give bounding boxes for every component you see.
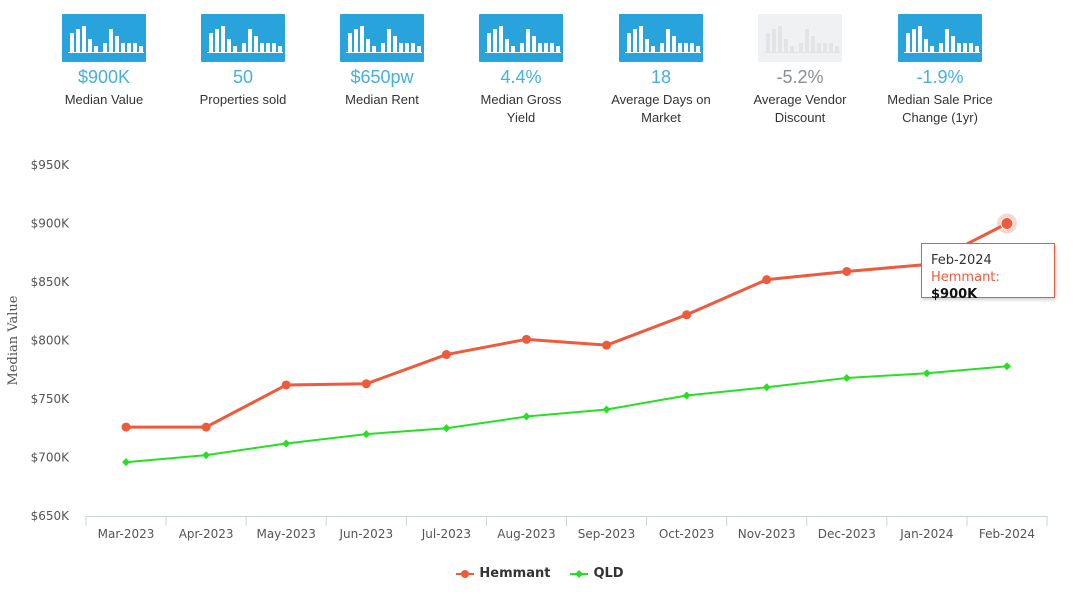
stat-6[interactable]: -1.9% Median Sale Price Change (1yr): [870, 14, 1010, 127]
stat-tile[interactable]: [619, 14, 703, 62]
x-tick-label: Dec-2023: [818, 527, 876, 541]
bar-chart-icon: [485, 26, 561, 53]
data-point[interactable]: [682, 310, 692, 320]
data-point[interactable]: [202, 451, 211, 460]
stat-3[interactable]: 4.4% Median Gross Yield: [451, 14, 591, 127]
data-point[interactable]: [1000, 217, 1014, 230]
legend-marker-icon: [570, 569, 589, 578]
y-axis-title: Median Value: [6, 295, 21, 385]
data-point[interactable]: [922, 369, 931, 378]
y-tick-label: $650K: [31, 509, 71, 523]
x-tick-label: Aug-2023: [497, 527, 555, 541]
data-point[interactable]: [122, 458, 131, 467]
legend-label: QLD: [593, 566, 624, 581]
stat-4[interactable]: 18 Average Days on Market: [591, 14, 731, 127]
stats-bar: $900K Median Value 50 Properties sold $650pw…: [0, 0, 1080, 130]
chart-tooltip: Feb-2024 Hemmant: $900K: [921, 243, 1055, 302]
data-point[interactable]: [521, 334, 531, 344]
data-point[interactable]: [602, 340, 612, 350]
legend-label: Hemmant: [479, 566, 551, 581]
chart-legend: Hemmant QLD: [0, 566, 1080, 584]
line-chart: $650K $700K $750K $800K $850K $900K $950K Media…: [6, 158, 1048, 541]
data-point[interactable]: [682, 391, 691, 400]
y-tick-label: $750K: [31, 392, 71, 406]
bar-chart-icon: [346, 26, 422, 53]
x-tick-label: Jun-2023: [338, 527, 393, 541]
data-point[interactable]: [762, 275, 772, 285]
data-point[interactable]: [522, 412, 531, 421]
x-tick-label: Oct-2023: [659, 527, 715, 541]
legend-marker-icon: [456, 569, 475, 578]
data-point[interactable]: [762, 383, 771, 392]
x-tick-label: Mar-2023: [98, 527, 155, 541]
stat-tile[interactable]: [758, 14, 842, 62]
data-point[interactable]: [282, 439, 291, 448]
bar-chart-icon: [764, 26, 840, 53]
stat-value: $900K: [77, 67, 131, 87]
y-tick-label: $700K: [31, 451, 71, 465]
tooltip-series-name: Hemmant: [931, 270, 996, 285]
y-tick-label: $950K: [31, 158, 71, 172]
data-point[interactable]: [441, 350, 451, 360]
stat-tile[interactable]: [898, 14, 982, 62]
stat-value: 50: [232, 67, 254, 87]
data-point[interactable]: [1002, 362, 1011, 371]
bar-chart-icon: [68, 26, 144, 53]
x-tick-label: Apr-2023: [179, 527, 234, 541]
series-line-hemmant: [126, 222, 1008, 429]
stat-value: -1.9%: [916, 67, 964, 87]
stat-label: Median Sale Price Change (1yr): [887, 92, 993, 125]
x-tick-label: Feb-2024: [979, 527, 1035, 541]
x-tick-label: Jan-2024: [899, 527, 953, 541]
data-point[interactable]: [281, 380, 291, 390]
data-point[interactable]: [361, 379, 371, 389]
stat-value: 4.4%: [500, 67, 542, 87]
data-point[interactable]: [842, 373, 851, 382]
y-tick-label: $800K: [31, 334, 71, 348]
data-point[interactable]: [201, 422, 211, 432]
stat-label: Median Gross Yield: [480, 92, 562, 125]
stat-0[interactable]: $900K Median Value: [34, 14, 174, 109]
data-point[interactable]: [602, 405, 611, 414]
legend-item-qld[interactable]: QLD: [570, 566, 624, 581]
stat-tile[interactable]: [340, 14, 424, 62]
data-point[interactable]: [842, 266, 852, 276]
data-point[interactable]: [442, 424, 451, 433]
tooltip-date: Feb-2024: [931, 253, 992, 268]
stat-tile[interactable]: [201, 14, 285, 62]
x-tick-label: Sep-2023: [578, 527, 636, 541]
x-tick-label: Jul-2023: [421, 527, 471, 541]
y-tick-label: $850K: [31, 275, 71, 289]
data-point[interactable]: [362, 430, 371, 439]
series-line-qld: [125, 365, 1008, 464]
data-point[interactable]: [121, 422, 131, 432]
stat-label: Median Value: [64, 92, 144, 107]
legend-item-hemmant[interactable]: Hemmant: [456, 566, 550, 581]
x-tick-label: May-2023: [256, 527, 315, 541]
stat-value: 18: [650, 67, 672, 87]
stat-label: Properties sold: [199, 92, 287, 107]
y-tick-label: $900K: [31, 217, 71, 231]
stat-tile[interactable]: [479, 14, 563, 62]
stat-5[interactable]: -5.2% Average Vendor Discount: [730, 14, 870, 127]
stat-2[interactable]: $650pw Median Rent: [312, 14, 452, 109]
stat-label: Median Rent: [345, 92, 419, 107]
bar-chart-icon: [625, 26, 701, 53]
tooltip-value: $900K: [931, 287, 978, 302]
stat-value: -5.2%: [776, 67, 824, 87]
bar-chart-icon: [904, 26, 980, 53]
bar-chart-icon: [207, 26, 283, 53]
stat-1[interactable]: 50 Properties sold: [173, 14, 313, 109]
stat-value: $650pw: [350, 67, 414, 87]
stat-tile[interactable]: [62, 14, 146, 62]
stat-label: Average Vendor Discount: [753, 92, 847, 125]
x-tick-label: Nov-2023: [738, 527, 796, 541]
stat-label: Average Days on Market: [611, 92, 711, 125]
